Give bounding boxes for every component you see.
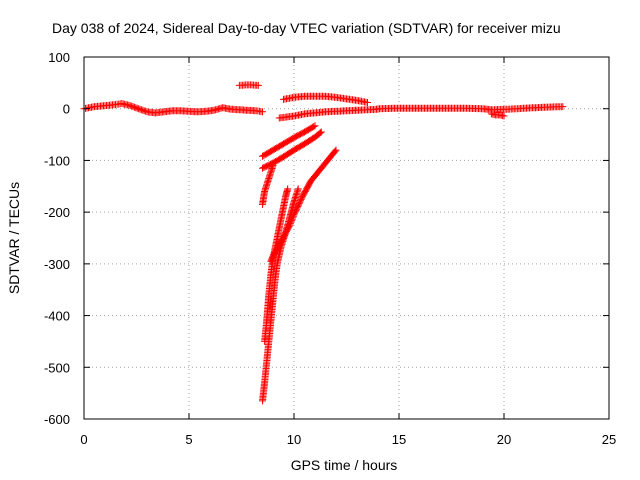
y-tick-label: -500	[44, 360, 70, 375]
x-tick-label: 10	[287, 432, 301, 447]
series-markers	[267, 146, 340, 265]
y-tick-label: -600	[44, 412, 70, 427]
series-streak-a	[259, 122, 319, 160]
y-tick-label: -300	[44, 257, 70, 272]
series-markers	[275, 105, 382, 122]
series-streak-b	[259, 128, 325, 172]
series-streak-c	[259, 162, 277, 208]
series-dip-segment	[487, 110, 508, 120]
x-tick-label: 15	[392, 432, 406, 447]
y-tick-label: -100	[44, 153, 70, 168]
x-tick-label: 20	[497, 432, 511, 447]
series-raised-segment	[235, 81, 262, 89]
x-axis-label: GPS time / hours	[291, 457, 398, 473]
y-axis-label: SDTVAR / TECUs	[6, 182, 22, 294]
series-markers	[235, 81, 262, 89]
series-upper-arc	[280, 92, 371, 106]
series-markers	[259, 162, 277, 208]
series-markers	[374, 103, 567, 114]
x-tick-label: 5	[185, 432, 192, 447]
axis-ticks: 0 5 10 15 20 25 100 0 -100 -200 -300 -400 -500 -600	[44, 50, 616, 447]
series-markers	[487, 110, 508, 120]
data-points	[80, 81, 567, 405]
y-tick-label: 0	[63, 102, 70, 117]
series-baseline-late	[374, 103, 567, 114]
x-tick-label: 0	[80, 432, 87, 447]
x-tick-label: 25	[602, 432, 616, 447]
series-markers	[259, 122, 319, 160]
y-tick-label: -200	[44, 205, 70, 220]
y-tick-label: 100	[48, 50, 70, 65]
y-tick-label: -400	[44, 309, 70, 324]
plot-frame	[83, 56, 610, 420]
series-markers	[280, 92, 371, 106]
series-curve-c	[267, 146, 340, 265]
series-lower-trend	[275, 105, 382, 122]
series-markers	[259, 128, 325, 172]
chart-title: Day 038 of 2024, Sidereal Day-to-day VTE…	[52, 20, 561, 36]
